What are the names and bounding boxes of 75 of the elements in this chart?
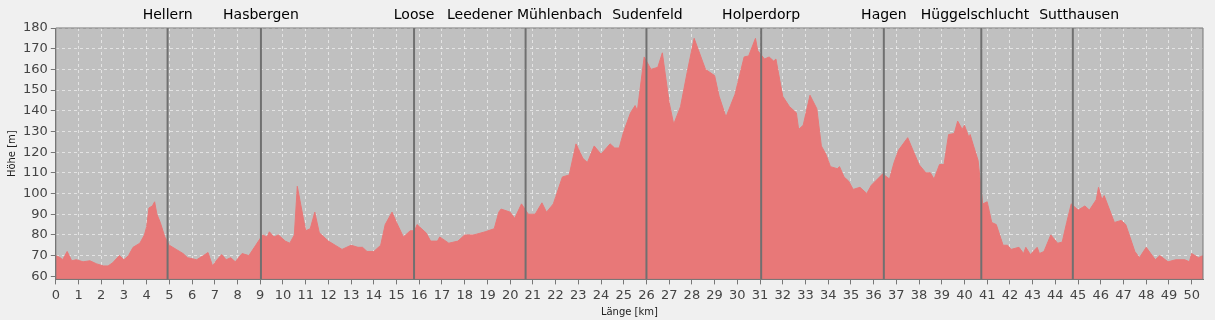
x-tick-label: 9 xyxy=(256,286,265,302)
x-tick-label: 50 xyxy=(1183,286,1200,302)
x-tick-label: 26 xyxy=(638,286,655,302)
ref-line-label: Sudenfeld xyxy=(612,5,683,22)
x-tick-label: 12 xyxy=(320,286,337,302)
x-tick-label: 27 xyxy=(660,286,678,302)
x-tick-label: 7 xyxy=(210,286,219,302)
x-tick-label: 19 xyxy=(479,286,496,302)
ref-line-label: Sutthausen xyxy=(1039,5,1120,22)
x-tick-label: 5 xyxy=(165,286,174,302)
ref-line-label: Loose xyxy=(393,5,435,22)
y-tick-label: 130 xyxy=(22,122,48,138)
y-tick-label: 80 xyxy=(31,226,48,242)
x-tick-label: 45 xyxy=(1069,286,1087,302)
x-tick-label: 20 xyxy=(501,286,519,302)
x-tick-label: 24 xyxy=(592,286,610,302)
ref-line-label: Hasbergen xyxy=(223,5,299,22)
ref-line-label: Leedener Mühlenbach xyxy=(446,5,603,22)
x-tick-label: 38 xyxy=(910,286,928,302)
x-tick-label: 0 xyxy=(51,286,60,302)
x-tick-label: 34 xyxy=(819,286,837,302)
x-tick-label: 30 xyxy=(729,286,746,302)
ref-line-label: Hagen xyxy=(861,5,907,22)
x-tick-label: 42 xyxy=(1001,286,1019,302)
x-tick-label: 16 xyxy=(411,286,428,302)
x-tick-label: 44 xyxy=(1047,286,1064,302)
x-tick-label: 48 xyxy=(1137,286,1155,302)
x-tick-label: 14 xyxy=(365,286,383,302)
x-tick-label: 22 xyxy=(547,286,564,302)
x-tick-label: 10 xyxy=(274,286,292,302)
x-tick-label: 37 xyxy=(888,286,905,302)
x-tick-label: 28 xyxy=(683,286,701,302)
x-tick-label: 31 xyxy=(751,286,769,302)
x-tick-label: 8 xyxy=(233,286,242,302)
x-tick-label: 2 xyxy=(97,286,106,302)
y-axis-title: Höhe [m] xyxy=(5,130,17,178)
ref-line-label: Hüggelschlucht xyxy=(920,5,1030,22)
y-tick-label: 160 xyxy=(22,60,48,76)
x-tick-label: 3 xyxy=(119,286,129,302)
x-tick-label: 33 xyxy=(797,286,814,302)
x-tick-label: 23 xyxy=(570,286,587,302)
y-tick-label: 90 xyxy=(31,205,48,221)
y-tick-label: 140 xyxy=(22,102,48,118)
x-axis-title: Länge [km] xyxy=(600,305,659,317)
x-tick-label: 41 xyxy=(978,286,996,302)
y-tick-label: 180 xyxy=(22,19,48,35)
x-tick-label: 21 xyxy=(524,286,542,302)
x-tick-label: 46 xyxy=(1092,286,1110,302)
x-tick-label: 1 xyxy=(74,286,83,302)
x-tick-label: 29 xyxy=(706,286,723,302)
y-tick-label: 100 xyxy=(22,184,48,200)
x-tick-label: 17 xyxy=(433,286,451,302)
x-tick-label: 47 xyxy=(1115,286,1132,302)
x-tick-label: 11 xyxy=(297,286,314,302)
y-tick-label: 120 xyxy=(22,143,48,159)
x-tick-label: 6 xyxy=(187,286,197,302)
x-tick-label: 4 xyxy=(142,286,151,302)
x-tick-label: 36 xyxy=(865,286,882,302)
x-tick-label: 18 xyxy=(456,286,473,302)
x-tick-label: 49 xyxy=(1160,286,1178,302)
x-tick-label: 32 xyxy=(774,286,792,302)
x-tick-label: 35 xyxy=(842,286,860,302)
y-tick-label: 60 xyxy=(31,267,48,283)
ref-line-label: Hellern xyxy=(142,5,193,22)
x-tick-label: 13 xyxy=(342,286,360,302)
y-tick-label: 70 xyxy=(31,246,48,262)
ref-line-label: Holperdorp xyxy=(722,5,801,22)
x-tick-label: 40 xyxy=(956,286,973,302)
x-tick-label: 15 xyxy=(388,286,405,302)
y-tick-label: 110 xyxy=(22,164,48,180)
y-tick-label: 170 xyxy=(22,40,48,56)
y-tick-label: 150 xyxy=(22,81,48,97)
x-tick-label: 43 xyxy=(1024,286,1041,302)
x-tick-label: 25 xyxy=(615,286,632,302)
x-tick-label: 39 xyxy=(933,286,951,302)
